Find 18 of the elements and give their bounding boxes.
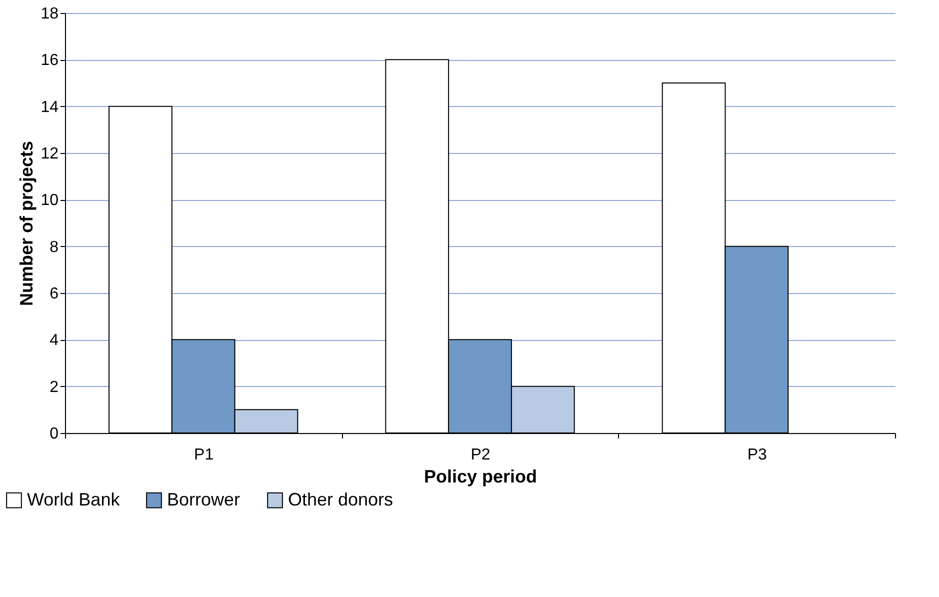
legend-label: Borrower — [167, 489, 240, 510]
y-tick-label: 16 — [40, 52, 59, 70]
legend-label: World Bank — [27, 489, 121, 510]
y-tick-label: 8 — [50, 238, 59, 256]
y-tick-label: 14 — [40, 98, 59, 116]
y-tick-label: 2 — [50, 378, 59, 396]
y-tick-label: 12 — [40, 146, 59, 162]
y-tick-label: 0 — [50, 426, 59, 442]
legend-label: Other donors — [288, 489, 394, 510]
y-tick-label: 4 — [50, 332, 59, 350]
y-tick-label: 18 — [40, 6, 59, 22]
x-tick-label: P1 — [194, 446, 214, 464]
x-axis-title: Policy period — [424, 466, 538, 486]
y-axis-title: Number of projects — [16, 140, 37, 306]
x-tick-label: P3 — [747, 446, 768, 464]
y-tick-label: 10 — [40, 192, 59, 210]
x-tick-label: P2 — [470, 446, 490, 464]
y-tick-label: 6 — [50, 286, 59, 302]
